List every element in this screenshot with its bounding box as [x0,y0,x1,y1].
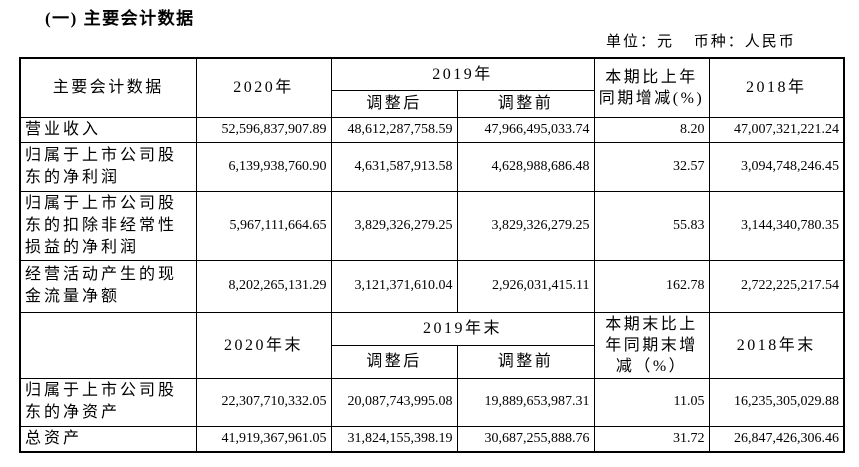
row-label: 总资产 [19,425,197,452]
header-row-adjust: 调整后 调整前 [20,89,844,118]
col-header-2018-end: 2018年末 [708,311,845,379]
table-cell: 52,596,837,907.89 [195,116,332,143]
table-cell: 8,202,265,131.29 [195,259,332,313]
table-cell: 32.57 [593,141,710,192]
row-label: 营业收入 [19,116,197,143]
col-subheader-before: 调整前 [456,89,595,118]
table-cell: 48,612,287,758.59 [330,116,458,143]
table-cell: 16,235,305,029.88 [708,377,845,427]
main-accounting-table: 主要会计数据 2020年 2019年 本期比上年同期增减(%) 2018年 调整… [19,57,846,453]
row-label: 经营活动产生的现金流量净额 [19,259,197,313]
table-cell: 3,829,326,279.25 [456,190,595,261]
header-row-adjust-end: 调整后 调整前 [20,345,844,379]
table-row-net-profit-deducted: 归属于上市公司股东的扣除非经常性损益的净利润 5,967,111,664.65 … [19,190,845,261]
table-cell: 2,926,031,415.11 [456,259,595,313]
col-header-2020: 2020年 [195,57,332,118]
table-cell: 4,628,988,686.48 [456,141,595,192]
header-row-year: 主要会计数据 2020年 2019年 本期比上年同期增减(%) 2018年 [19,57,845,118]
table-cell: 3,121,371,610.04 [330,259,458,313]
table-cell: 19,889,653,987.31 [456,377,595,427]
row-label: 归属于上市公司股东的净利润 [19,141,197,192]
table-cell: 41,919,367,961.05 [195,425,332,452]
table-cell: 162.78 [593,259,710,313]
table-cell: 3,144,340,780.35 [708,190,845,261]
table-cell: 20,087,743,995.08 [330,377,458,427]
col-header-2019: 2019年 [330,57,595,91]
table-cell: 3,094,748,246.45 [708,141,845,192]
col-header-2019-end: 2019年末 [330,311,595,346]
table-cell: 6,139,938,760.90 [195,141,332,192]
table-cell: 47,007,321,221.24 [708,116,845,143]
table-cell: 2,722,225,217.54 [708,259,845,313]
header-row-yearend: 2020年末 2019年末 本期末比上年同期末增减（%） 2018年末 [19,311,845,379]
currency-label: 币种：人民币 [693,34,796,50]
col-subheader-adjusted: 调整后 [330,89,458,118]
table-row-operating-cash-flow: 经营活动产生的现金流量净额 8,202,265,131.29 3,121,371… [19,259,845,313]
section-title: (一) 主要会计数据 [45,9,195,28]
table-row-net-assets: 归属于上市公司股东的净资产 22,307,710,332.05 20,087,7… [19,377,845,427]
unit-label: 单位：元 [606,34,675,50]
table-row-net-profit: 归属于上市公司股东的净利润 6,139,938,760.90 4,631,587… [19,141,845,192]
table-cell: 22,307,710,332.05 [195,377,332,427]
table-row-revenue: 营业收入 52,596,837,907.89 48,612,287,758.59… [19,116,845,143]
col-subheader-adjusted-end: 调整后 [330,345,458,379]
table-cell: 47,966,495,033.74 [456,116,595,143]
table-cell: 3,829,326,279.25 [330,190,458,261]
table-cell: 26,847,426,306.46 [708,425,845,452]
col-header-2020-end: 2020年末 [195,311,332,379]
table-cell: 55.83 [593,190,710,261]
col-subheader-before-end: 调整前 [456,345,595,379]
col-header-empty [19,311,197,379]
row-label: 归属于上市公司股东的扣除非经常性损益的净利润 [19,190,197,261]
unit-currency-note: 单位：元 币种：人民币 [606,30,796,51]
col-header-label: 主要会计数据 [19,57,197,118]
table-cell: 31,824,155,398.19 [330,425,458,452]
col-header-change-end: 本期末比上年同期末增减（%） [593,311,710,379]
table-cell: 8.20 [593,116,710,143]
col-header-2018: 2018年 [708,57,845,118]
table-cell: 4,631,587,913.58 [330,141,458,192]
row-label: 归属于上市公司股东的净资产 [19,377,197,427]
table-cell: 11.05 [593,377,710,427]
table-cell: 31.72 [593,425,710,452]
table-cell: 30,687,255,888.76 [456,425,595,452]
col-header-change: 本期比上年同期增减(%) [593,57,710,118]
table-cell: 5,967,111,664.65 [195,190,332,261]
table-row-total-assets: 总资产 41,919,367,961.05 31,824,155,398.19 … [19,425,845,452]
